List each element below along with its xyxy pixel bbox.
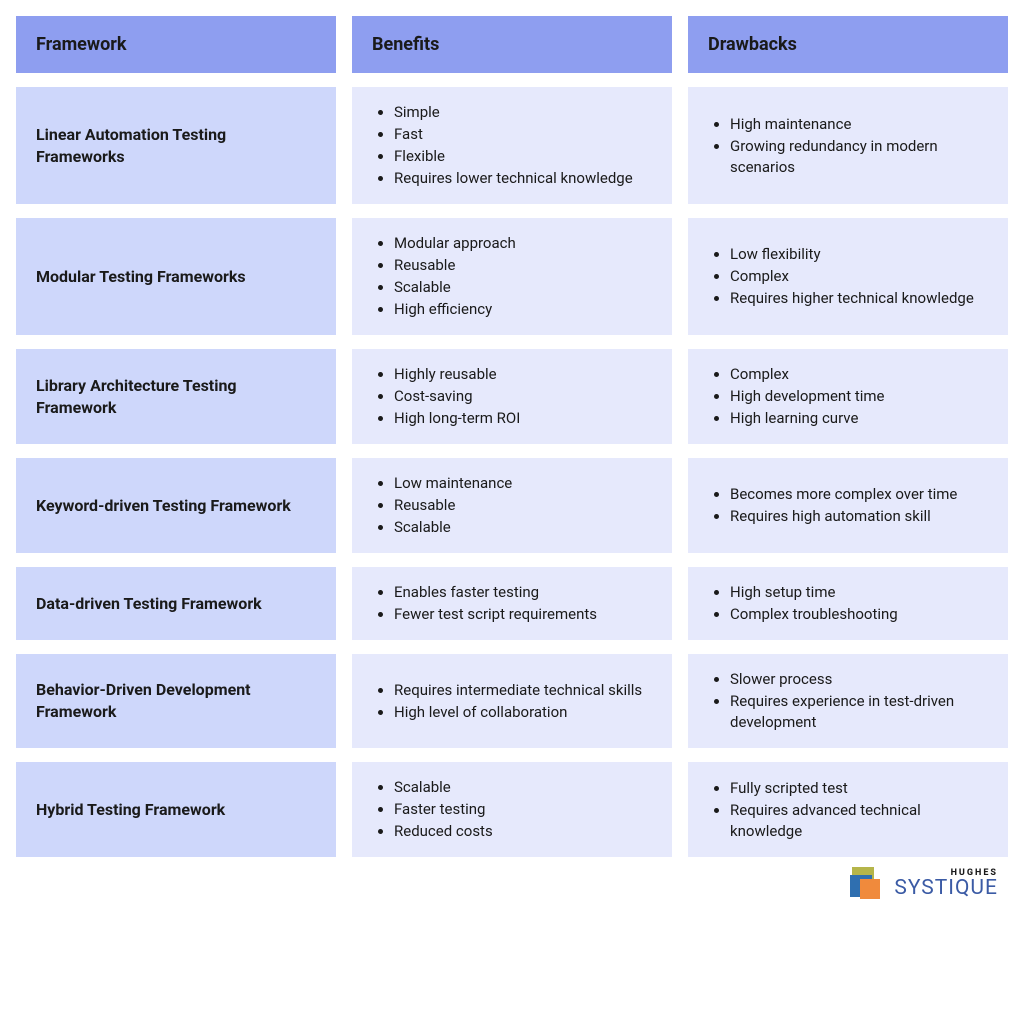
drawbacks-item: Requires advanced technical knowledge (730, 800, 990, 842)
benefits-cell: Enables faster testingFewer test script … (352, 567, 672, 640)
systique-logo-text: HUGHES SYSTIQUE (894, 869, 998, 899)
drawbacks-item: Low flexibility (730, 244, 990, 265)
framework-name-cell: Hybrid Testing Framework (16, 762, 336, 857)
benefits-cell: Modular approachReusableScalableHigh eff… (352, 218, 672, 335)
drawbacks-cell: Low flexibilityComplexRequires higher te… (688, 218, 1008, 335)
benefits-item: Highly reusable (394, 364, 654, 385)
logo-systique-label: SYSTIQUE (894, 878, 998, 899)
benefits-item: Modular approach (394, 233, 654, 254)
table-row: Linear Automation Testing FrameworksSimp… (16, 87, 1008, 204)
drawbacks-cell: Becomes more complex over timeRequires h… (688, 458, 1008, 553)
drawbacks-item: Complex (730, 266, 990, 287)
benefits-cell: Highly reusableCost-savingHigh long-term… (352, 349, 672, 444)
framework-name-cell: Library Architecture Testing Framework (16, 349, 336, 444)
benefits-item: High long-term ROI (394, 408, 654, 429)
drawbacks-item: Complex (730, 364, 990, 385)
benefits-item: Fast (394, 124, 654, 145)
benefits-item: Requires intermediate technical skills (394, 680, 654, 701)
framework-name-cell: Behavior-Driven Development Framework (16, 654, 336, 748)
drawbacks-item: High maintenance (730, 114, 990, 135)
drawbacks-item: Becomes more complex over time (730, 484, 990, 505)
drawbacks-cell: High maintenanceGrowing redundancy in mo… (688, 87, 1008, 204)
frameworks-comparison-table: Framework Benefits Drawbacks Linear Auto… (16, 16, 1008, 857)
benefits-item: Scalable (394, 517, 654, 538)
table-row: Hybrid Testing FrameworkScalableFaster t… (16, 762, 1008, 857)
framework-name-cell: Linear Automation Testing Frameworks (16, 87, 336, 204)
table-header-row: Framework Benefits Drawbacks (16, 16, 1008, 73)
footer: HUGHES SYSTIQUE (16, 867, 1008, 901)
drawbacks-cell: High setup timeComplex troubleshooting (688, 567, 1008, 640)
benefits-item: Low maintenance (394, 473, 654, 494)
benefits-item: Fewer test script requirements (394, 604, 654, 625)
benefits-item: High level of collaboration (394, 702, 654, 723)
benefits-item: Enables faster testing (394, 582, 654, 603)
col-header-framework: Framework (16, 16, 336, 73)
benefits-item: Simple (394, 102, 654, 123)
framework-name-cell: Keyword-driven Testing Framework (16, 458, 336, 553)
drawbacks-item: High learning curve (730, 408, 990, 429)
drawbacks-item: High setup time (730, 582, 990, 603)
benefits-item: Requires lower technical knowledge (394, 168, 654, 189)
framework-name-cell: Data-driven Testing Framework (16, 567, 336, 640)
benefits-item: Flexible (394, 146, 654, 167)
drawbacks-item: Complex troubleshooting (730, 604, 990, 625)
drawbacks-cell: Fully scripted testRequires advanced tec… (688, 762, 1008, 857)
drawbacks-cell: Slower processRequires experience in tes… (688, 654, 1008, 748)
benefits-item: Scalable (394, 277, 654, 298)
framework-name-cell: Modular Testing Frameworks (16, 218, 336, 335)
benefits-cell: Low maintenanceReusableScalable (352, 458, 672, 553)
benefits-cell: Requires intermediate technical skillsHi… (352, 654, 672, 748)
drawbacks-item: Slower process (730, 669, 990, 690)
systique-logo-icon (850, 867, 884, 901)
table-row: Modular Testing FrameworksModular approa… (16, 218, 1008, 335)
benefits-item: Reusable (394, 495, 654, 516)
benefits-item: High efficiency (394, 299, 654, 320)
col-header-drawbacks: Drawbacks (688, 16, 1008, 73)
drawbacks-item: Growing redundancy in modern scenarios (730, 136, 990, 178)
table-row: Library Architecture Testing FrameworkHi… (16, 349, 1008, 444)
drawbacks-item: Fully scripted test (730, 778, 990, 799)
table-row: Data-driven Testing FrameworkEnables fas… (16, 567, 1008, 640)
benefits-item: Reduced costs (394, 821, 654, 842)
benefits-item: Scalable (394, 777, 654, 798)
col-header-benefits: Benefits (352, 16, 672, 73)
benefits-cell: ScalableFaster testingReduced costs (352, 762, 672, 857)
drawbacks-item: Requires experience in test-driven devel… (730, 691, 990, 733)
benefits-cell: SimpleFastFlexibleRequires lower technic… (352, 87, 672, 204)
table-row: Keyword-driven Testing FrameworkLow main… (16, 458, 1008, 553)
table-row: Behavior-Driven Development FrameworkReq… (16, 654, 1008, 748)
benefits-item: Faster testing (394, 799, 654, 820)
drawbacks-item: Requires higher technical knowledge (730, 288, 990, 309)
drawbacks-cell: ComplexHigh development timeHigh learnin… (688, 349, 1008, 444)
drawbacks-item: High development time (730, 386, 990, 407)
drawbacks-item: Requires high automation skill (730, 506, 990, 527)
benefits-item: Reusable (394, 255, 654, 276)
benefits-item: Cost-saving (394, 386, 654, 407)
